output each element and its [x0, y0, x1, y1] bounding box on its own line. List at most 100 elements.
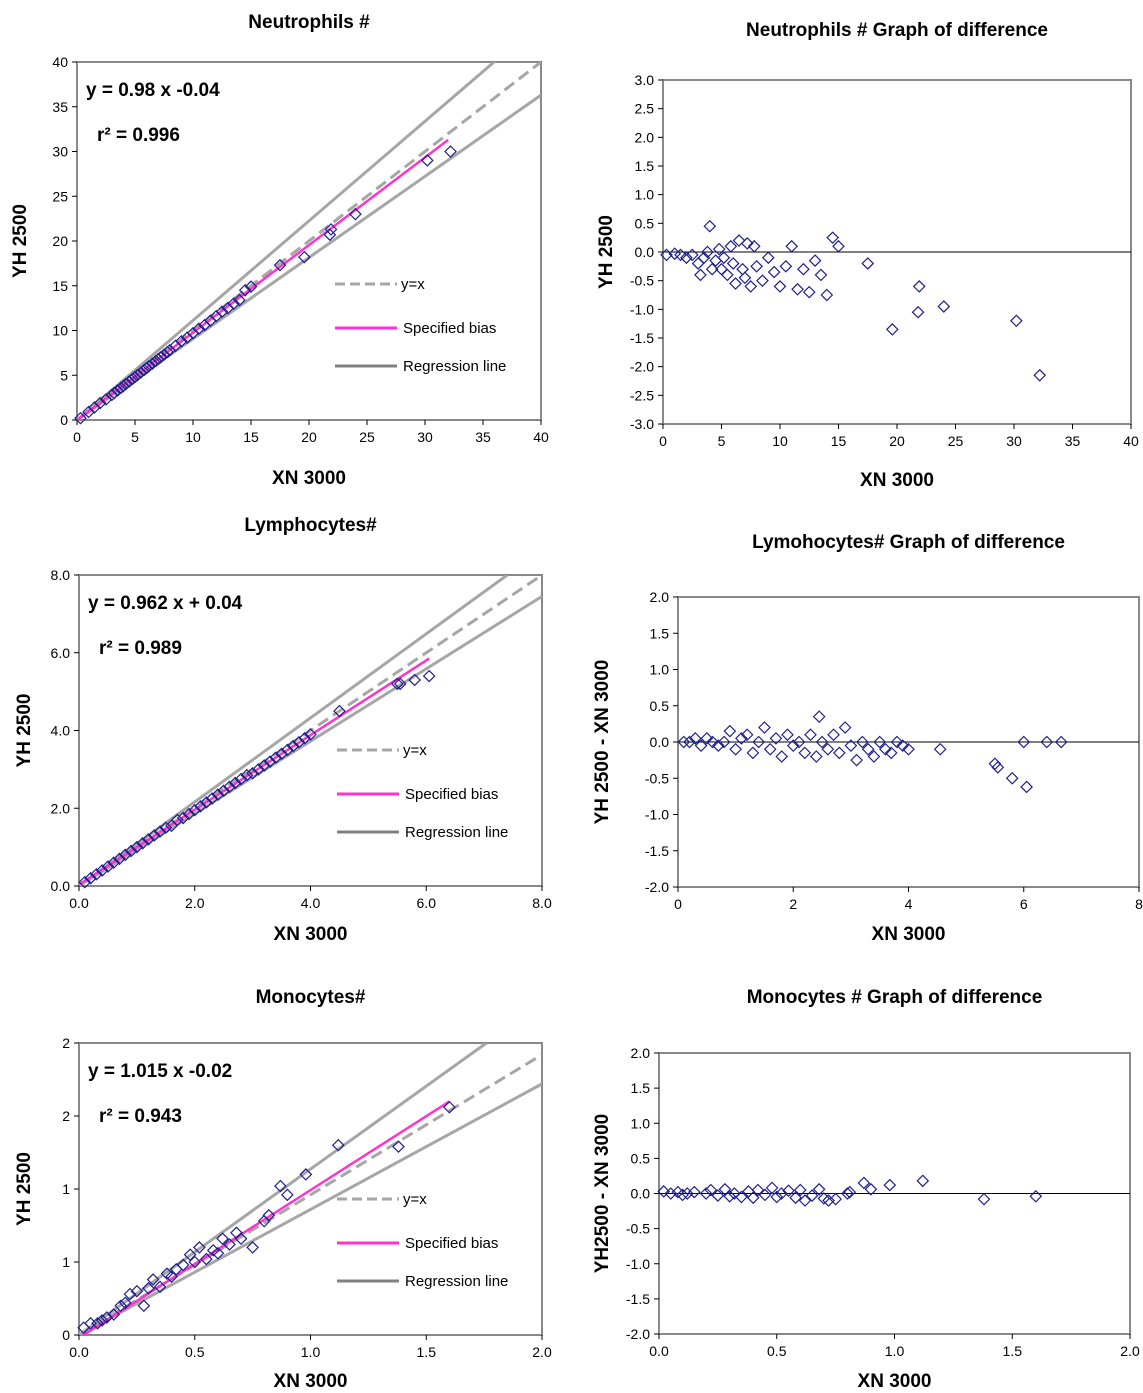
neut-diff-ytick-label: 2.5	[635, 101, 655, 117]
lymph-diff-point	[902, 742, 915, 756]
neut-diff-ytick-label: -3.0	[630, 416, 654, 432]
mono-scatter-points	[77, 1100, 456, 1335]
lymph-scatter-point	[199, 796, 213, 809]
mono-scatter-legend: y=x Specified bias Regression line	[337, 1191, 508, 1290]
lymph-diff-ytick-label: -2.0	[645, 879, 669, 895]
mono-diff-ytick-label: 2.0	[631, 1045, 651, 1061]
mono-scatter-r2: r² = 0.943	[99, 1106, 182, 1127]
mono-diff-point	[857, 1176, 871, 1190]
neut-diff-point	[729, 277, 742, 290]
lymph-scatter-point	[223, 780, 236, 794]
lymph-diff-point	[896, 739, 910, 752]
lymph-scatter-point	[90, 867, 103, 881]
lymph-scatter-xlabel: XN 3000	[274, 924, 348, 945]
neut-scatter-ytick-label: 15	[52, 278, 68, 294]
lymph-scatter-title: Lymphocytes#	[244, 515, 377, 536]
mono-diff-point	[664, 1187, 678, 1200]
neut-diff-ytick-label: -2.0	[630, 359, 654, 375]
mono-scatter-ytick-label: 1	[62, 1181, 70, 1197]
lymph-scatter-ylabel: YH 2500	[14, 694, 35, 768]
lymph-scatter-point	[130, 840, 144, 854]
neut-diff-point	[820, 288, 834, 302]
mono-scatter-point	[153, 1280, 167, 1294]
neut-diff-point	[724, 239, 738, 253]
mono-scatter-xtick-label: 0.0	[69, 1344, 89, 1360]
lymph-diff-point	[884, 746, 898, 760]
neut-scatter-point	[175, 334, 188, 348]
neut-scatter-point	[227, 297, 240, 310]
lymph-scatter-point	[84, 871, 97, 885]
neut-scatter-xtick-label: 20	[301, 429, 317, 445]
mono-diff-ytick-label: 1.5	[631, 1080, 651, 1096]
lymph-scatter-point	[211, 788, 225, 801]
lymph-diff-point	[815, 735, 829, 749]
neut-diff-xtick-label: 20	[889, 433, 905, 449]
mono-diff-point	[735, 1190, 748, 1204]
mono-scatter-chart: Monocytes# 0.0 0.5 1.0 1.5 2.0 0 1 1 2 2 XN 3000 YH …	[14, 987, 552, 1392]
mono-scatter-ytick-label: 2	[62, 1108, 70, 1124]
mono-scatter-title: Monocytes#	[256, 987, 366, 1008]
mono-scatter-point	[199, 1252, 213, 1266]
mono-scatter-point	[211, 1246, 225, 1260]
neut-scatter-point	[238, 283, 252, 297]
mono-scatter-legend-bias: Specified bias	[405, 1235, 498, 1252]
lymph-scatter-xtick-label: 8.0	[532, 895, 552, 911]
neut-diff-point	[726, 257, 740, 270]
mono-diff-point	[782, 1184, 795, 1198]
lymph-diff-point	[683, 735, 696, 749]
mono-scatter-bias-line	[81, 1100, 451, 1335]
neut-scatter-point	[192, 322, 206, 336]
mono-scatter-point	[183, 1248, 197, 1262]
mono-diff-point	[883, 1178, 897, 1192]
lymph-scatter-point	[217, 784, 231, 798]
lymph-scatter-bias-line	[79, 657, 430, 886]
neut-scatter-point	[154, 351, 167, 364]
mono-scatter-point	[274, 1179, 287, 1193]
mono-scatter-point	[331, 1138, 345, 1152]
neut-scatter-point	[273, 258, 287, 272]
neut-scatter-title: Neutrophils #	[248, 12, 370, 33]
lymph-scatter-equation: y = 0.962 x + 0.04	[88, 593, 243, 614]
lymph-diff-xtick-label: 2	[789, 896, 797, 912]
lymph-scatter-point	[113, 852, 126, 866]
neut-scatter-xtick-label: 15	[243, 429, 259, 445]
lymph-diff-point	[867, 750, 881, 763]
mono-scatter-xlabel: XN 3000	[274, 1371, 348, 1392]
mono-diff-point	[812, 1182, 826, 1196]
neut-diff-points	[660, 219, 1047, 382]
lymph-diff-point	[798, 746, 812, 760]
neut-diff-point	[861, 257, 875, 270]
neut-scatter-point	[233, 293, 246, 307]
mono-diff-ytick-label: -2.0	[626, 1326, 650, 1342]
lymph-diff-point	[812, 710, 826, 723]
mono-diff-point	[843, 1185, 857, 1199]
neut-scatter-xtick-label: 10	[185, 429, 201, 445]
lymph-scatter-ytick-label: 0.0	[51, 878, 71, 894]
mono-diff-ytick-label: -1.5	[626, 1291, 650, 1307]
mono-scatter-equation: y = 1.015 x -0.02	[88, 1061, 232, 1082]
lymph-diff-point	[844, 739, 858, 752]
lymph-scatter-point	[246, 766, 259, 780]
neut-scatter-xtick-label: 5	[131, 429, 139, 445]
lymph-scatter-point	[269, 751, 283, 765]
neut-scatter-point	[119, 377, 133, 391]
mono-diff-ytick-label: 0.0	[631, 1186, 651, 1202]
lymph-diff-xtick-label: 6	[1020, 896, 1028, 912]
neut-diff-xtick-label: 10	[772, 433, 788, 449]
mono-diff-point	[765, 1181, 779, 1195]
mono-scatter-lower-limit-line	[79, 1082, 542, 1335]
lymph-scatter-point	[281, 743, 294, 757]
neut-scatter-ytick-label: 5	[60, 367, 68, 383]
lymph-diff-point	[1040, 735, 1054, 749]
lymph-scatter-point	[422, 669, 436, 683]
neut-diff-point	[1009, 314, 1023, 328]
lymph-scatter-point	[107, 856, 121, 870]
lymph-scatter-xtick-label: 0.0	[69, 895, 89, 911]
lymph-scatter-point	[101, 860, 115, 873]
neut-diff-point	[732, 234, 746, 247]
neut-diff-ytick-label: -1.5	[630, 330, 654, 346]
mono-scatter-point	[95, 1314, 109, 1327]
mono-scatter-ytick-label: 0	[62, 1327, 70, 1343]
mono-scatter-point	[193, 1241, 206, 1254]
mono-diff-point	[1029, 1189, 1043, 1203]
